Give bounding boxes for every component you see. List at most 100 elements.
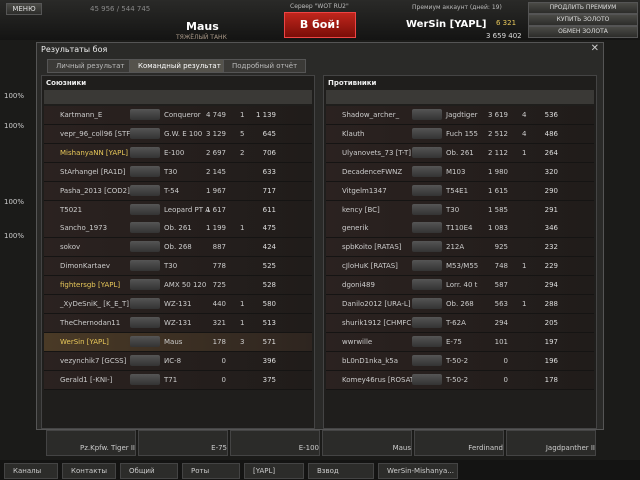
player-name: Vitgelm1347 (342, 186, 387, 195)
tank-name: T-50-2 (446, 356, 469, 365)
damage: 1 199 (205, 224, 226, 233)
tank-name: T-50-2 (446, 375, 469, 384)
battle-button[interactable]: В бой! (284, 12, 356, 38)
tank-name: 212A (446, 243, 465, 252)
tab[interactable]: Подробный отчёт (223, 59, 307, 73)
experience: 196 (544, 356, 558, 365)
tank-name: AMX 50 120 (164, 281, 207, 290)
top-button[interactable]: ПРОДЛИТЬ ПРЕМИУМ (528, 2, 638, 14)
player-name: StArhangel [RA1D] (60, 167, 126, 176)
experience: 396 (262, 356, 276, 365)
player-name: _XyDeSniK_ [K_E_T] (60, 300, 130, 308)
chat-tab[interactable]: Контакты (62, 463, 116, 479)
tab[interactable]: Личный результат (47, 59, 134, 73)
tank-name: Lorr. 40 t (446, 281, 478, 290)
side-label: 100% (4, 122, 25, 130)
vehicle-slot[interactable]: Pz.Kpfw. Tiger II (46, 430, 136, 456)
top-button[interactable]: ОБМЕН ЗОЛОТА (528, 26, 638, 38)
chat-tab[interactable]: Взвод (308, 463, 374, 479)
player-name: generik (342, 224, 369, 233)
damage: 725 (212, 281, 226, 290)
tank-name: E-100 (164, 148, 185, 157)
player-name: shurik1912 [CHMFC] (342, 318, 415, 327)
player-name: fightersgb [YAPL] (60, 281, 121, 290)
tank-name: Maus (164, 337, 183, 346)
player-row: DecadenceFWNZ M103 1 980 320 (326, 162, 594, 182)
player-row: Danilo2012 [URA-L] Ob. 268 563 1 288 (326, 295, 594, 314)
chat-tab[interactable]: Каналы (4, 463, 58, 479)
vehicle-slot[interactable]: Jagdpanther II (506, 430, 596, 456)
damage: 0 (503, 375, 508, 384)
tank-icon (130, 316, 160, 328)
tank-icon (130, 260, 160, 272)
vehicle-slot[interactable]: Ferdinand (414, 430, 504, 456)
tank-name: Fuch 155 (446, 129, 478, 138)
player-row: spbKoito [RATAS] 212A 925 232 (326, 238, 594, 258)
experience: 178 (544, 375, 558, 384)
tab[interactable]: Командный результат (129, 59, 230, 73)
player-row: Kartmann_E Conqueror 4 749 1 1 139 (44, 106, 312, 125)
experience: 528 (262, 281, 276, 290)
close-button[interactable]: ✕ (590, 43, 599, 54)
player-row: Gerald1 [-KNI-] T71 0 375 (44, 370, 312, 390)
player-name: WerSin [YAPL] (60, 337, 109, 346)
damage: 1 967 (205, 186, 226, 195)
vehicle-slot[interactable]: E-100 (230, 430, 320, 456)
damage: 887 (212, 243, 226, 252)
tank-name: ИС-8 (164, 356, 182, 365)
tank-icon (412, 184, 442, 196)
tank-class: ТЯЖЁЛЫЙ ТАНК (176, 34, 227, 41)
chat-tab[interactable]: Роты (182, 463, 240, 479)
player-row: Pasha_2013 [COD2] T-54 1 967 717 (44, 181, 312, 201)
player-row: Ulyanovets_73 [T-T] Ob. 261 2 112 1 264 (326, 143, 594, 163)
damage: 0 (221, 356, 226, 365)
player-name: vezynchik7 [GCSS] (60, 356, 127, 365)
chat-tab[interactable]: WerSin-Mishanya... (378, 463, 458, 479)
damage: 1 617 (205, 205, 226, 214)
frags: 1 (240, 111, 245, 119)
damage: 101 (494, 337, 508, 346)
tank-icon (412, 222, 442, 234)
tank-icon (130, 184, 160, 196)
damage: 2 512 (487, 129, 508, 138)
damage: 2 697 (205, 148, 226, 157)
experience: 346 (544, 224, 558, 233)
damage: 1 980 (487, 167, 508, 176)
player-name: kency [BC] (342, 205, 380, 214)
tank-name: Maus (186, 20, 219, 33)
vehicle-slot[interactable]: E-75 (138, 430, 228, 456)
experience: 611 (262, 205, 276, 214)
player-name: MishanyaNN [YAPL] (60, 148, 129, 157)
menu-button[interactable]: МЕНЮ (6, 3, 42, 15)
experience: 475 (262, 224, 276, 233)
enemies-panel: Противники Shadow_archer_ Jagdtiger 3 619 4… (323, 75, 597, 429)
player-row: cJloHuK [RATAS] M53/M55 748 1 229 (326, 257, 594, 277)
tank-icon (412, 146, 442, 158)
frags: 4 (522, 111, 527, 119)
experience: 645 (262, 129, 276, 138)
damage: 778 (212, 262, 226, 271)
top-button[interactable]: КУПИТЬ ЗОЛОТО (528, 14, 638, 26)
player-row: vepr_96_coll96 [STF] G.W. E 100 3 129 5 645 (44, 124, 312, 144)
tank-icon (412, 316, 442, 328)
player-name: Gerald1 [-KNI-] (60, 375, 113, 384)
vehicle-slot[interactable]: Maus (322, 430, 412, 456)
experience: 264 (544, 148, 558, 157)
damage: 0 (221, 375, 226, 384)
player-row: _XyDeSniK_ [K_E_T] WZ-131 440 1 580 (44, 295, 312, 314)
tank-name: T30 (446, 205, 460, 214)
player-row: MishanyaNN [YAPL] E-100 2 697 2 706 (44, 143, 312, 163)
player-row: DimonKartaev T30 778 525 (44, 257, 312, 277)
experience: 1 139 (255, 111, 276, 119)
damage: 3 129 (205, 129, 226, 138)
tank-icon (412, 203, 442, 215)
damage: 1 083 (487, 224, 508, 233)
chat-tab[interactable]: [YAPL] (244, 463, 304, 479)
results-dialog: Результаты боя ✕ Союзники Kartmann_E Conq… (36, 42, 604, 430)
chat-tab[interactable]: Общий (120, 463, 178, 479)
tank-name: T71 (164, 375, 178, 384)
player-name: Klauth (342, 129, 365, 138)
side-label: 100% (4, 92, 25, 100)
player-name: Ulyanovets_73 [T-T] (342, 148, 411, 157)
